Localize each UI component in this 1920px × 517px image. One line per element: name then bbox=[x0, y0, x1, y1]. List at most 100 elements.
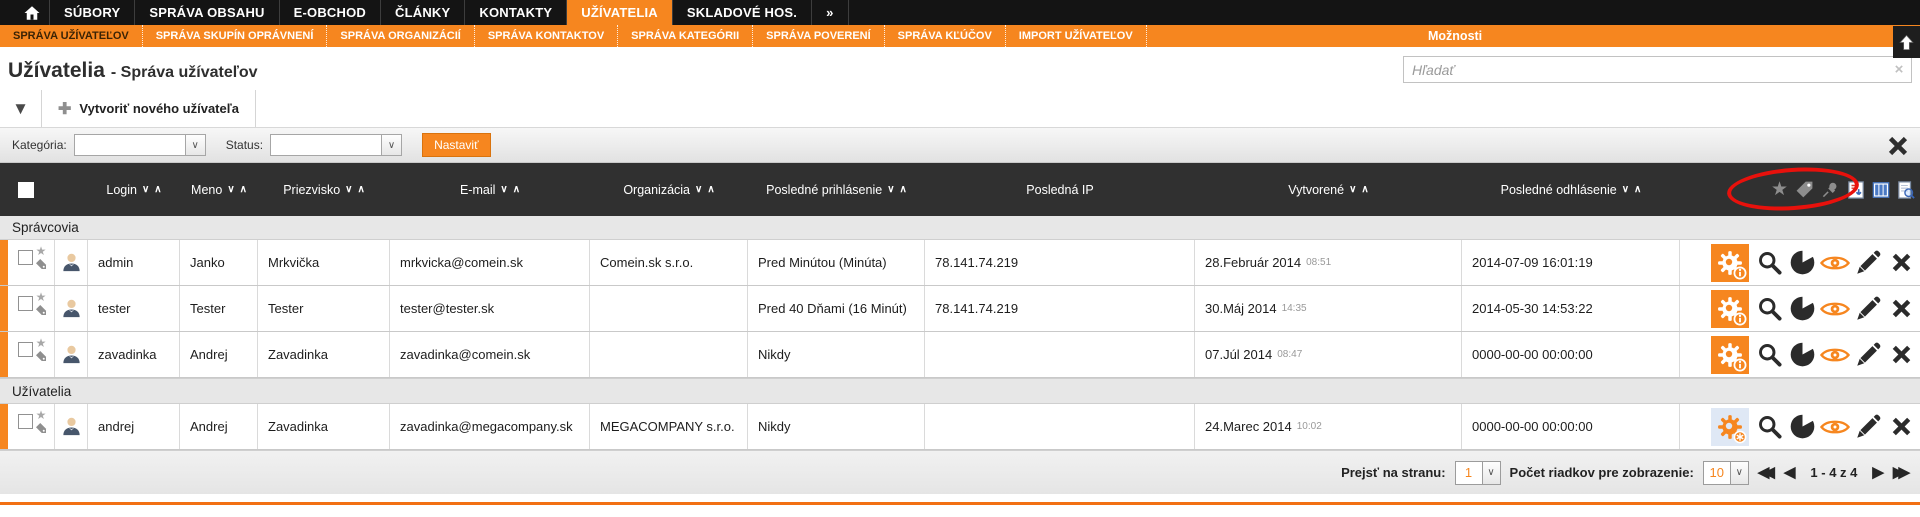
edit-button[interactable] bbox=[1853, 247, 1883, 279]
options-label[interactable]: Možnosti bbox=[1428, 29, 1483, 43]
arrow-up-icon bbox=[1898, 33, 1915, 52]
sort-desc-icon[interactable]: ∨ bbox=[500, 183, 508, 195]
first-name-cell: Andrej bbox=[180, 404, 258, 449]
sort-asc-icon[interactable]: ∧ bbox=[1634, 183, 1642, 195]
sort-desc-icon[interactable]: ∨ bbox=[227, 183, 235, 195]
plus-icon: ✚ bbox=[58, 100, 72, 118]
collapse-button[interactable]: ▼ bbox=[0, 90, 42, 127]
tag-icon[interactable] bbox=[1795, 180, 1814, 199]
sort-desc-icon[interactable]: ∨ bbox=[345, 183, 353, 195]
gear-info-button[interactable] bbox=[1711, 243, 1749, 282]
sort-asc-icon[interactable]: ∧ bbox=[154, 183, 162, 195]
tag-icon[interactable] bbox=[35, 304, 47, 316]
top-menu-item-sprava-obsahu[interactable]: SPRÁVA OBSAHU bbox=[135, 0, 280, 25]
top-menu-item-kontakty[interactable]: KONTAKTY bbox=[465, 0, 568, 25]
gear-info-button[interactable] bbox=[1711, 335, 1749, 374]
prev-page-button[interactable]: ◀ bbox=[1783, 464, 1796, 481]
category-select[interactable]: ∨ bbox=[73, 134, 206, 156]
top-menu-item-clanky[interactable]: ČLÁNKY bbox=[381, 0, 466, 25]
detail-search-button[interactable] bbox=[1754, 339, 1784, 371]
top-menu-item-eobchod[interactable]: E-OBCHOD bbox=[280, 0, 382, 25]
next-page-button[interactable]: ▶ bbox=[1872, 464, 1884, 481]
sort-asc-icon[interactable]: ∧ bbox=[239, 183, 247, 195]
favorite-star-icon[interactable]: ★ bbox=[35, 290, 47, 304]
sort-asc-icon[interactable]: ∧ bbox=[512, 183, 521, 195]
top-menu-item-more[interactable]: » bbox=[812, 0, 849, 25]
edit-button[interactable] bbox=[1853, 339, 1883, 371]
delete-button[interactable] bbox=[1886, 247, 1916, 279]
statistics-button[interactable] bbox=[1787, 247, 1817, 279]
favorite-star-icon[interactable]: ★ bbox=[35, 336, 47, 350]
submenu-item-sprava-organizacii[interactable]: SPRÁVA ORGANIZÁCIÍ bbox=[327, 25, 475, 47]
tag-icon[interactable] bbox=[35, 350, 47, 362]
detail-search-button[interactable] bbox=[1754, 411, 1784, 443]
sort-desc-icon[interactable]: ∨ bbox=[887, 183, 895, 195]
search-input[interactable] bbox=[1404, 61, 1887, 78]
sort-desc-icon[interactable]: ∨ bbox=[1621, 183, 1630, 195]
export-excel-icon[interactable] bbox=[1847, 181, 1865, 199]
gear-active-button[interactable] bbox=[1711, 407, 1749, 446]
delete-x-icon bbox=[1888, 341, 1915, 368]
sort-desc-icon[interactable]: ∨ bbox=[1349, 183, 1357, 195]
row-checkbox[interactable] bbox=[18, 250, 33, 265]
statistics-button[interactable] bbox=[1787, 411, 1817, 443]
preview-user-button[interactable] bbox=[1820, 247, 1850, 279]
apply-filter-button[interactable]: Nastaviť bbox=[422, 133, 491, 157]
scroll-top-button[interactable] bbox=[1893, 26, 1920, 58]
first-page-button[interactable]: ◀◀ bbox=[1757, 464, 1775, 481]
last-logout-cell: 2014-07-09 16:01:19 bbox=[1462, 240, 1680, 285]
delete-button[interactable] bbox=[1886, 293, 1916, 325]
sort-asc-icon[interactable]: ∧ bbox=[707, 183, 715, 195]
sort-desc-icon[interactable]: ∨ bbox=[141, 183, 150, 195]
columns-icon[interactable] bbox=[1872, 181, 1890, 199]
submenu-item-import-uzivatelov[interactable]: IMPORT UŽÍVATEĽOV bbox=[1006, 25, 1147, 47]
close-filter-icon[interactable] bbox=[1884, 132, 1912, 160]
select-all-checkbox[interactable] bbox=[18, 181, 34, 198]
favorite-star-icon[interactable]: ★ bbox=[35, 408, 47, 422]
sort-asc-icon[interactable]: ∧ bbox=[1361, 183, 1369, 195]
submenu-item-sprava-povereni[interactable]: SPRÁVA POVERENÍ bbox=[753, 25, 885, 47]
sort-asc-icon[interactable]: ∧ bbox=[899, 183, 907, 195]
rows-select[interactable]: 10 ∨ bbox=[1702, 460, 1749, 485]
statistics-button[interactable] bbox=[1787, 339, 1817, 371]
edit-button[interactable] bbox=[1853, 293, 1883, 325]
gear-info-button[interactable] bbox=[1711, 289, 1749, 328]
row-accent-stripe bbox=[0, 332, 8, 377]
page-select[interactable]: 1 ∨ bbox=[1454, 460, 1501, 485]
delete-button[interactable] bbox=[1886, 411, 1916, 443]
row-checkbox[interactable] bbox=[18, 342, 33, 357]
status-select[interactable]: ∨ bbox=[270, 134, 403, 156]
preview-user-button[interactable] bbox=[1820, 411, 1850, 443]
edit-button[interactable] bbox=[1853, 411, 1883, 443]
last-name-cell: Tester bbox=[258, 286, 390, 331]
sort-desc-icon[interactable]: ∨ bbox=[695, 183, 703, 195]
submenu-item-sprava-kontaktov[interactable]: SPRÁVA KONTAKTOV bbox=[475, 25, 619, 47]
row-checkbox[interactable] bbox=[18, 414, 33, 429]
submenu-item-sprava-uzivatelov[interactable]: SPRÁVA UŽÍVATEĽOV bbox=[0, 25, 143, 47]
submenu-item-sprava-klucov[interactable]: SPRÁVA KĽÚČOV bbox=[885, 25, 1006, 47]
row-checkbox[interactable] bbox=[18, 296, 33, 311]
top-menu-item-subory[interactable]: SÚBORY bbox=[50, 0, 136, 25]
asterisk-badge-icon bbox=[1733, 430, 1747, 443]
preview-icon[interactable] bbox=[1897, 181, 1915, 199]
preview-user-button[interactable] bbox=[1820, 293, 1850, 325]
tag-icon[interactable] bbox=[35, 258, 47, 270]
delete-button[interactable] bbox=[1886, 339, 1916, 371]
search-clear-icon[interactable]: × bbox=[1894, 61, 1904, 78]
top-menu-item-skladove-hos[interactable]: SKLADOVÉ HOS. bbox=[673, 0, 813, 25]
tag-icon[interactable] bbox=[35, 422, 47, 434]
home-button[interactable] bbox=[14, 0, 50, 25]
create-user-tab[interactable]: ✚ Vytvoriť nového užívateľa bbox=[42, 90, 256, 127]
favorite-star-icon[interactable]: ★ bbox=[35, 244, 47, 258]
sort-asc-icon[interactable]: ∧ bbox=[357, 183, 365, 195]
detail-search-button[interactable] bbox=[1754, 293, 1784, 325]
submenu-item-sprava-kategorii[interactable]: SPRÁVA KATEGÓRII bbox=[618, 25, 754, 47]
detail-search-button[interactable] bbox=[1754, 247, 1784, 279]
top-menu-item-uzivatelia[interactable]: UŽÍVATELIA bbox=[567, 0, 673, 25]
star-icon[interactable]: ★ bbox=[1770, 179, 1788, 200]
preview-user-button[interactable] bbox=[1820, 339, 1850, 371]
pin-icon[interactable] bbox=[1821, 180, 1840, 199]
statistics-button[interactable] bbox=[1787, 293, 1817, 325]
submenu-item-sprava-skupin[interactable]: SPRÁVA SKUPÍN OPRÁVNENÍ bbox=[143, 25, 328, 47]
last-page-button[interactable]: ▶▶ bbox=[1892, 464, 1910, 481]
